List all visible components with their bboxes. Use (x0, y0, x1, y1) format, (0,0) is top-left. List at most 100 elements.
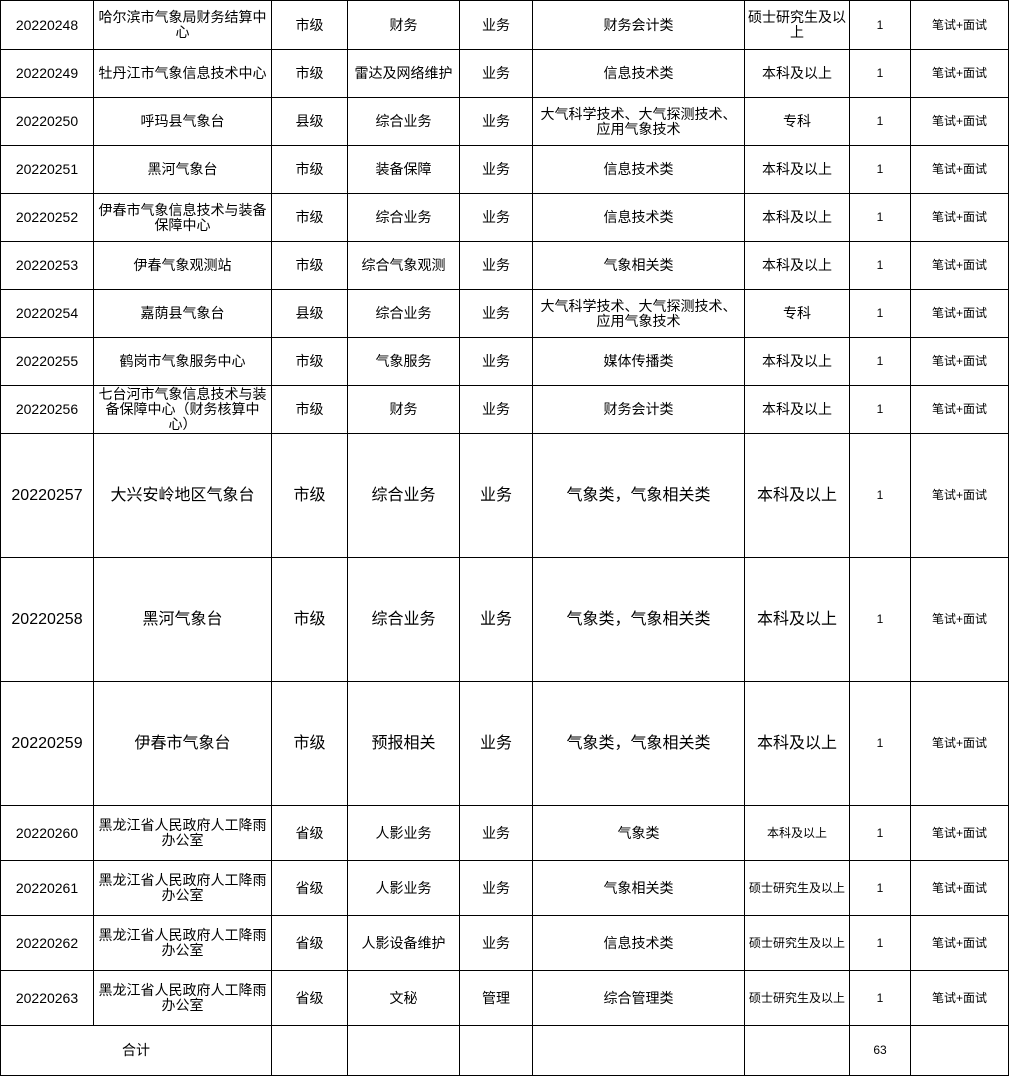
major: 气象类，气象相关类 (532, 433, 745, 558)
count: 1 (849, 0, 911, 50)
job-name: 综合气象观测 (347, 241, 460, 290)
exam-method: 笔试+面试 (910, 557, 1009, 682)
unit-name: 黑河气象台 (93, 145, 272, 194)
education: 本科及以上 (744, 681, 850, 806)
table-row: 20220252 伊春市气象信息技术与装备保障中心 市级 综合业务 业务 信息技术类 本科及… (0, 193, 1009, 242)
position-code: 20220253 (0, 241, 94, 290)
position-code: 20220254 (0, 289, 94, 338)
table-row: 20220261 黑龙江省人民政府人工降雨办公室 省级 人影业务 业务 气象相关类 硕士研究… (0, 860, 1009, 916)
exam-method: 笔试+面试 (910, 433, 1009, 558)
job-type: 业务 (459, 385, 533, 434)
count: 1 (849, 970, 911, 1026)
empty-cell (459, 1025, 533, 1076)
job-type: 业务 (459, 860, 533, 916)
level: 省级 (271, 970, 348, 1026)
job-name: 气象服务 (347, 337, 460, 386)
table-row: 20220249 牡丹江市气象信息技术中心 市级 雷达及网络维护 业务 信息技术类 本科及以… (0, 49, 1009, 98)
level: 县级 (271, 289, 348, 338)
job-type: 业务 (459, 97, 533, 146)
major: 财务会计类 (532, 0, 745, 50)
job-type: 业务 (459, 289, 533, 338)
job-type: 管理 (459, 970, 533, 1026)
level: 市级 (271, 385, 348, 434)
major: 信息技术类 (532, 193, 745, 242)
exam-method: 笔试+面试 (910, 805, 1009, 861)
count: 1 (849, 915, 911, 971)
unit-name: 呼玛县气象台 (93, 97, 272, 146)
job-name: 文秘 (347, 970, 460, 1026)
level: 省级 (271, 805, 348, 861)
job-name: 综合业务 (347, 193, 460, 242)
empty-cell (347, 1025, 460, 1076)
unit-name: 嘉荫县气象台 (93, 289, 272, 338)
count: 1 (849, 193, 911, 242)
job-name: 人影设备维护 (347, 915, 460, 971)
table-row: 20220251 黑河气象台 市级 装备保障 业务 信息技术类 本科及以上 1 笔试+面试 (0, 145, 1009, 194)
level: 市级 (271, 337, 348, 386)
level: 市级 (271, 681, 348, 806)
unit-name: 黑龙江省人民政府人工降雨办公室 (93, 860, 272, 916)
job-type: 业务 (459, 49, 533, 98)
count: 1 (849, 97, 911, 146)
job-name: 人影业务 (347, 805, 460, 861)
level: 市级 (271, 557, 348, 682)
major: 财务会计类 (532, 385, 745, 434)
unit-name: 大兴安岭地区气象台 (93, 433, 272, 558)
education: 本科及以上 (744, 193, 850, 242)
exam-method: 笔试+面试 (910, 970, 1009, 1026)
table-row: 20220256 七台河市气象信息技术与装备保障中心（财务核算中心） 市级 财务 业务财… (0, 385, 1009, 434)
major: 气象相关类 (532, 241, 745, 290)
position-code: 20220263 (0, 970, 94, 1026)
count: 1 (849, 557, 911, 682)
level: 县级 (271, 97, 348, 146)
total-row: 合计 63 (0, 1025, 1009, 1076)
exam-method: 笔试+面试 (910, 0, 1009, 50)
unit-name: 黑河气象台 (93, 557, 272, 682)
position-code: 20220249 (0, 49, 94, 98)
education: 专科 (744, 289, 850, 338)
exam-method: 笔试+面试 (910, 241, 1009, 290)
job-type: 业务 (459, 681, 533, 806)
count: 1 (849, 385, 911, 434)
empty-cell (532, 1025, 745, 1076)
count: 1 (849, 145, 911, 194)
major: 大气科学技术、大气探测技术、应用气象技术 (532, 289, 745, 338)
table-row: 20220258 黑河气象台 市级 综合业务 业务 气象类，气象相关类 本科及以上 1 笔试+面… (0, 557, 1009, 682)
empty-cell (744, 1025, 850, 1076)
position-code: 20220262 (0, 915, 94, 971)
exam-method: 笔试+面试 (910, 860, 1009, 916)
empty-cell (271, 1025, 348, 1076)
major: 气象相关类 (532, 860, 745, 916)
job-type: 业务 (459, 145, 533, 194)
table-row: 20220250 呼玛县气象台 县级 综合业务 业务 大气科学技术、大气探测技术、应用气象… (0, 97, 1009, 146)
major: 气象类，气象相关类 (532, 681, 745, 806)
count: 1 (849, 289, 911, 338)
job-type: 业务 (459, 193, 533, 242)
job-type: 业务 (459, 557, 533, 682)
unit-name: 牡丹江市气象信息技术中心 (93, 49, 272, 98)
level: 市级 (271, 145, 348, 194)
exam-method: 笔试+面试 (910, 145, 1009, 194)
position-code: 20220248 (0, 0, 94, 50)
position-code: 20220256 (0, 385, 94, 434)
position-code: 20220252 (0, 193, 94, 242)
level: 市级 (271, 0, 348, 50)
exam-method: 笔试+面试 (910, 49, 1009, 98)
job-name: 装备保障 (347, 145, 460, 194)
count: 1 (849, 805, 911, 861)
table-row: 20220262 黑龙江省人民政府人工降雨办公室 省级 人影设备维护 业务 信息技术类 硕士… (0, 915, 1009, 971)
education: 本科及以上 (744, 385, 850, 434)
job-name: 预报相关 (347, 681, 460, 806)
education: 本科及以上 (744, 241, 850, 290)
major: 气象类，气象相关类 (532, 557, 745, 682)
job-name: 综合业务 (347, 97, 460, 146)
education: 本科及以上 (744, 805, 850, 861)
major: 信息技术类 (532, 49, 745, 98)
table-row: 20220260 黑龙江省人民政府人工降雨办公室 省级 人影业务 业务 气象类 本科及以上 1… (0, 805, 1009, 861)
education: 硕士研究生及以上 (744, 860, 850, 916)
education: 本科及以上 (744, 557, 850, 682)
unit-name: 伊春市气象台 (93, 681, 272, 806)
job-type: 业务 (459, 241, 533, 290)
level: 省级 (271, 915, 348, 971)
